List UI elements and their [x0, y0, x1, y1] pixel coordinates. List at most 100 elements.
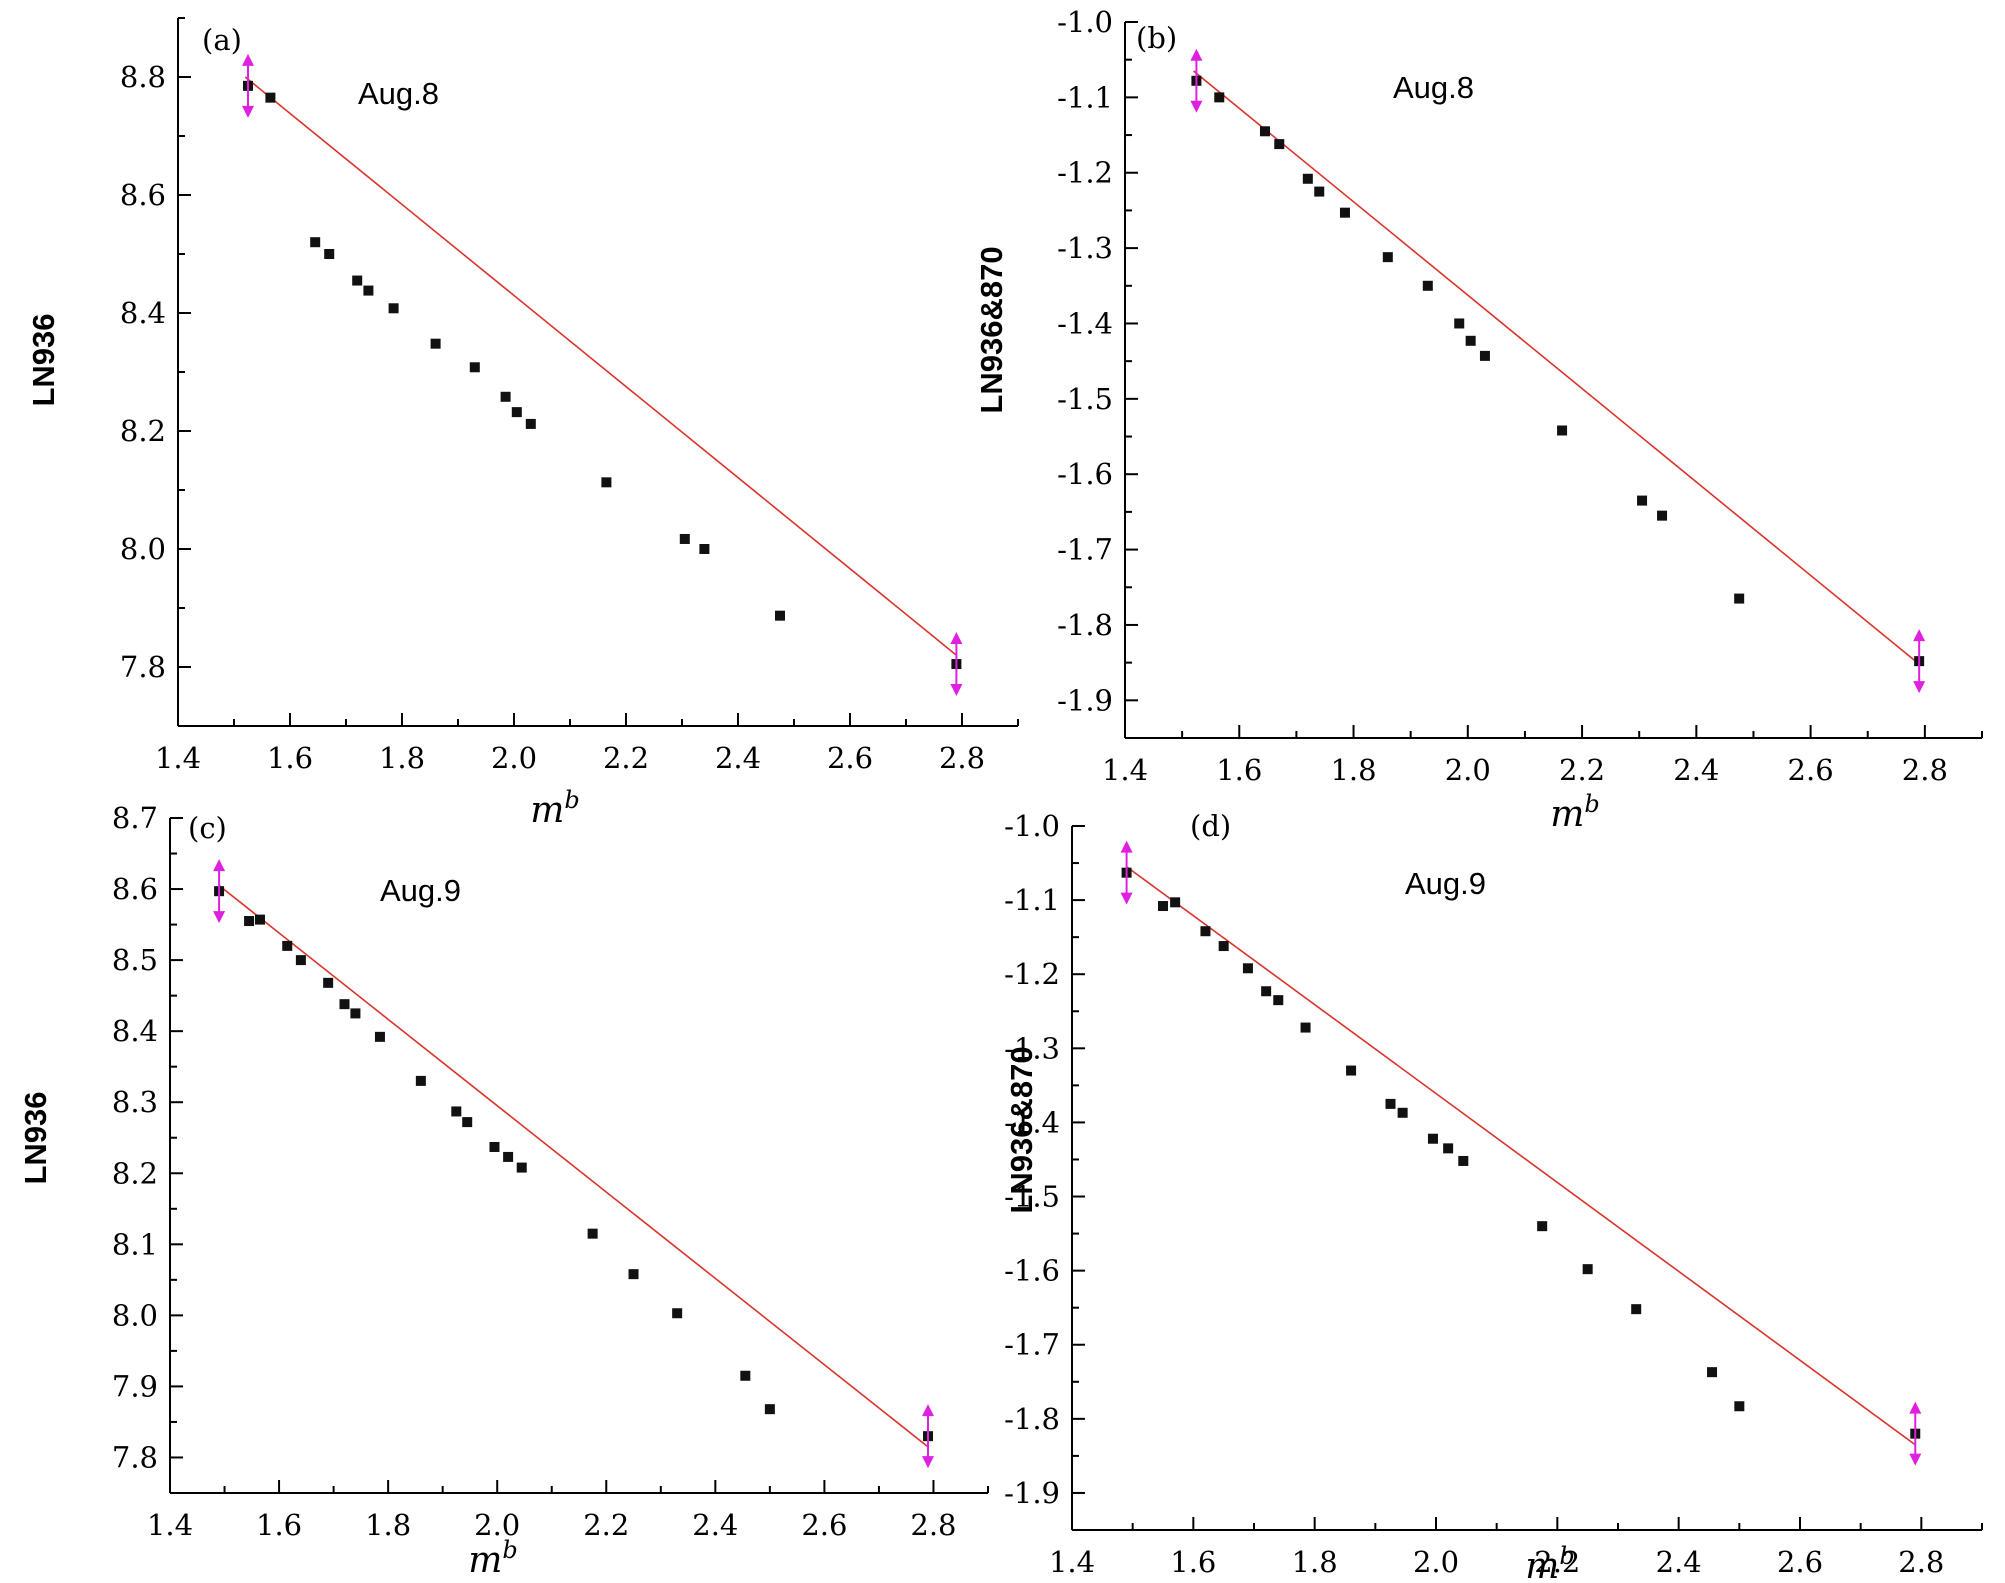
- data-point: [1557, 425, 1568, 436]
- data-point: [1582, 1264, 1593, 1275]
- date-annotation: Aug.9: [1405, 866, 1486, 901]
- fit-line: [244, 76, 957, 656]
- x-tick-label: 1.4: [155, 741, 201, 775]
- y-tick-label: 8.5: [112, 943, 158, 977]
- data-point: [451, 1106, 462, 1117]
- data-point: [1734, 593, 1745, 604]
- x-tick-label: 1.8: [1330, 753, 1376, 787]
- data-point: [388, 303, 399, 314]
- x-tick-label: 2.6: [1777, 1545, 1823, 1579]
- data-point: [430, 338, 441, 349]
- x-axis-label-base: m: [1525, 1546, 1559, 1583]
- y-tick-label: -1.8: [1004, 1402, 1060, 1436]
- x-axis-label-base: m: [530, 790, 564, 831]
- data-point: [363, 285, 374, 296]
- data-point: [1242, 963, 1253, 974]
- data-point: [1385, 1098, 1396, 1109]
- y-axis-label: LN936: [18, 1091, 53, 1184]
- x-tick-label: 2.2: [1559, 753, 1605, 787]
- y-tick-label: -1.5: [1004, 1180, 1060, 1214]
- data-point: [1458, 1155, 1469, 1166]
- x-tick-label: 2.4: [715, 741, 761, 775]
- data-point: [462, 1117, 473, 1128]
- y-tick-label: 8.0: [112, 1298, 158, 1332]
- y-tick-label: -1.4: [1004, 1105, 1060, 1139]
- x-axis-label-base: m: [468, 1540, 502, 1581]
- panel-label: (b): [1136, 21, 1177, 55]
- y-axis-label: LN936&870: [974, 246, 1009, 413]
- x-tick-label: 2.0: [1413, 1545, 1459, 1579]
- y-tick-label: -1.9: [1057, 683, 1113, 717]
- x-axis-label: mb: [1550, 790, 1600, 835]
- y-tick-label: -1.2: [1057, 156, 1113, 190]
- data-point: [699, 544, 710, 554]
- data-point: [1637, 495, 1648, 506]
- error-bar-arrow: [1909, 1401, 1922, 1466]
- data-point: [1218, 941, 1229, 952]
- x-tick-label: 2.6: [827, 741, 873, 775]
- x-tick-label: 2.6: [801, 1508, 847, 1542]
- x-tick-label: 1.4: [1049, 1545, 1095, 1579]
- x-tick-label: 2.8: [939, 741, 985, 775]
- data-point: [295, 955, 306, 966]
- y-tick-label: -1.0: [1004, 809, 1060, 843]
- data-point: [323, 977, 334, 988]
- y-tick-label: -1.8: [1057, 608, 1113, 642]
- x-tick-label: 1.6: [1170, 1545, 1216, 1579]
- data-point: [1170, 897, 1181, 908]
- data-point: [244, 916, 255, 927]
- x-axis-label-sup: b: [1559, 1542, 1574, 1570]
- panel-a: 1.4 1.6 1.8 2.0 2.2 2.4 2.6 2.8 7.8 8.0 8.2 8.4 8.6 8…: [26, 17, 1019, 831]
- data-point: [503, 1151, 514, 1162]
- data-point: [679, 533, 690, 544]
- data-point: [1339, 207, 1350, 218]
- error-bar-arrow: [922, 1404, 935, 1469]
- y-tick-label: 8.2: [112, 1156, 158, 1190]
- x-tick-label: 1.6: [256, 1508, 302, 1542]
- data-point: [1443, 1143, 1454, 1154]
- y-tick-label: -1.4: [1057, 306, 1113, 340]
- data-point: [672, 1308, 683, 1319]
- data-point: [1734, 1401, 1745, 1412]
- x-tick-label: 1.4: [1102, 753, 1148, 787]
- data-point: [1346, 1065, 1357, 1076]
- data-point: [1300, 1022, 1311, 1033]
- data-point: [254, 914, 265, 925]
- y-tick-label: 8.2: [120, 414, 166, 448]
- date-annotation: Aug.9: [380, 873, 461, 908]
- y-tick-label: 8.0: [120, 532, 166, 566]
- y-tick-label: -1.2: [1004, 957, 1060, 991]
- error-bar-arrow: [242, 53, 254, 118]
- x-axis-label: mb: [468, 1536, 518, 1581]
- x-tick-label: 2.4: [692, 1508, 738, 1542]
- x-tick-label: 2.8: [910, 1508, 956, 1542]
- x-tick-label: 2.8: [1902, 753, 1948, 787]
- data-point: [1259, 126, 1270, 137]
- y-axis-label: LN936&870: [1004, 1046, 1039, 1213]
- data-point: [628, 1269, 639, 1280]
- data-point: [1261, 986, 1272, 997]
- panel-label: (c): [188, 811, 227, 845]
- panel-label: (a): [202, 23, 242, 57]
- x-tick-label: 2.0: [491, 741, 537, 775]
- error-bar-arrow: [1913, 629, 1926, 694]
- x-tick-label: 2.2: [583, 1508, 629, 1542]
- data-point: [1707, 1367, 1718, 1378]
- y-tick-label: -1.7: [1057, 533, 1113, 567]
- x-tick-label: 2.2: [603, 741, 649, 775]
- data-point: [511, 407, 522, 418]
- data-point: [601, 477, 612, 488]
- y-tick-label: -1.7: [1004, 1328, 1060, 1362]
- y-tick-label: -1.6: [1004, 1254, 1060, 1288]
- fit-line: [1193, 70, 1920, 665]
- y-tick-label: 7.9: [112, 1369, 158, 1403]
- data-point: [339, 999, 350, 1010]
- error-bar-arrow: [950, 632, 963, 697]
- x-tick-label: 2.4: [1656, 1545, 1702, 1579]
- data-point: [587, 1228, 598, 1239]
- y-tick-label: -1.1: [1057, 80, 1113, 114]
- error-bar-arrow: [1190, 48, 1203, 113]
- x-tick-label: 1.8: [379, 741, 425, 775]
- data-point: [1382, 252, 1393, 263]
